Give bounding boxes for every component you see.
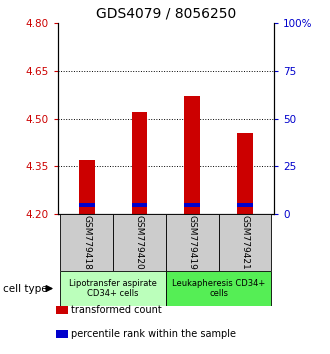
Text: GSM779419: GSM779419 bbox=[188, 215, 197, 270]
Bar bbox=[113, 214, 166, 271]
Bar bbox=[132, 203, 148, 207]
Text: Lipotransfer aspirate
CD34+ cells: Lipotransfer aspirate CD34+ cells bbox=[69, 279, 157, 298]
Bar bbox=[79, 203, 95, 207]
Text: transformed count: transformed count bbox=[71, 305, 162, 315]
Bar bbox=[132, 112, 148, 214]
Bar bbox=[166, 271, 271, 306]
Bar bbox=[166, 214, 218, 271]
Bar bbox=[184, 96, 200, 214]
Text: cell type: cell type bbox=[3, 284, 48, 293]
Bar bbox=[60, 214, 113, 271]
Title: GDS4079 / 8056250: GDS4079 / 8056250 bbox=[96, 6, 236, 21]
Text: GSM779421: GSM779421 bbox=[240, 215, 249, 270]
Text: percentile rank within the sample: percentile rank within the sample bbox=[71, 329, 236, 339]
Text: Leukapheresis CD34+
cells: Leukapheresis CD34+ cells bbox=[172, 279, 265, 298]
Bar bbox=[60, 271, 166, 306]
Bar bbox=[79, 160, 95, 214]
Bar bbox=[237, 133, 253, 214]
Bar bbox=[55, 330, 68, 337]
Text: GSM779420: GSM779420 bbox=[135, 215, 144, 270]
Bar bbox=[55, 307, 68, 314]
Bar bbox=[184, 203, 200, 207]
Bar bbox=[237, 203, 253, 207]
Bar bbox=[218, 214, 271, 271]
Text: GSM779418: GSM779418 bbox=[82, 215, 91, 270]
